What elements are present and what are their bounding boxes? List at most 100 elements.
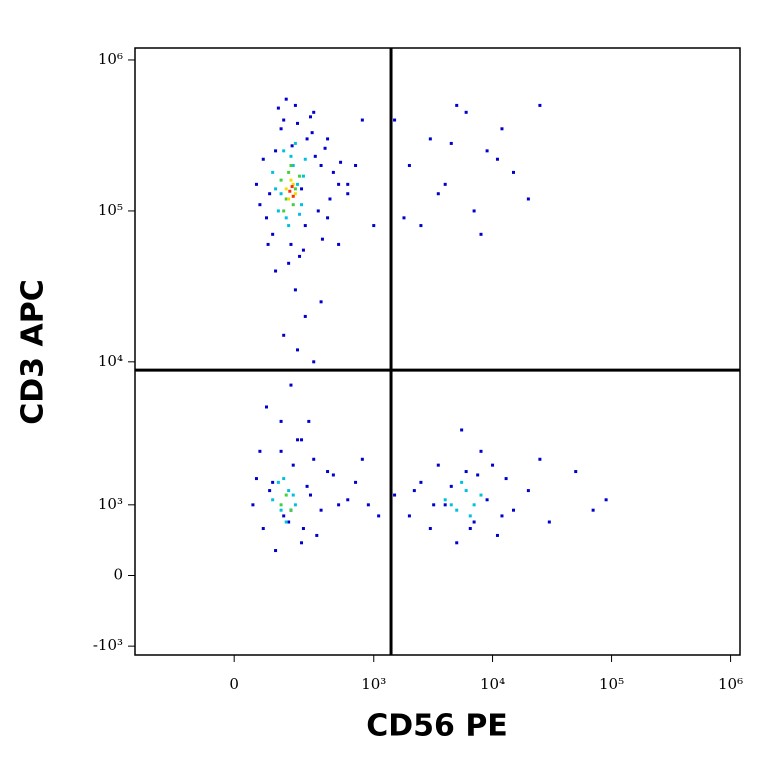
y-tick-label: 10³: [98, 495, 123, 513]
event-dot: [282, 477, 286, 481]
event-dot: [289, 383, 293, 387]
event-dot: [279, 192, 283, 196]
event-dot: [296, 348, 300, 352]
event-dot: [460, 428, 464, 432]
event-dot: [464, 110, 468, 114]
event-dot: [282, 333, 286, 337]
event-dot: [303, 314, 307, 318]
event-dot: [288, 189, 292, 193]
event-dot: [291, 463, 295, 467]
event-dot: [538, 457, 542, 461]
plot-frame: [134, 47, 741, 656]
event-dot: [320, 237, 324, 241]
event-dot: [301, 248, 305, 252]
event-dot: [468, 527, 472, 531]
event-dot: [331, 170, 335, 174]
event-dot: [460, 480, 464, 484]
event-dot: [266, 242, 270, 246]
event-dot: [312, 360, 316, 364]
event-dot: [293, 503, 297, 507]
y-tick-label: 10⁴: [98, 352, 123, 370]
event-dot: [328, 197, 332, 201]
event-dot: [393, 118, 397, 122]
event-dot: [282, 118, 286, 122]
event-dot: [298, 174, 302, 178]
event-dot: [428, 137, 432, 141]
event-dot: [436, 463, 440, 467]
event-dot: [298, 254, 302, 258]
event-dot: [305, 484, 309, 488]
event-dot: [291, 163, 295, 167]
event-dot: [282, 209, 286, 213]
event-dot: [274, 549, 278, 553]
x-tick-label: 10³: [361, 675, 386, 693]
event-dot: [443, 498, 447, 502]
event-dot: [393, 493, 397, 497]
event-dot: [279, 503, 283, 507]
event-dot: [307, 419, 311, 423]
event-dot: [495, 533, 499, 537]
event-dot: [264, 405, 268, 409]
event-dot: [291, 493, 295, 497]
event-dot: [346, 498, 350, 502]
x-tick-label: 10⁴: [480, 675, 505, 693]
event-dot: [279, 508, 283, 512]
event-dot: [293, 288, 297, 292]
event-dot: [287, 197, 291, 201]
event-dot: [485, 498, 489, 502]
event-dot: [354, 163, 358, 167]
event-dot: [284, 520, 288, 524]
event-dot: [485, 149, 489, 153]
event-dot: [315, 533, 319, 537]
event-dot: [287, 170, 291, 174]
event-dot: [449, 141, 453, 145]
event-dot: [279, 127, 283, 131]
event-dot: [312, 110, 316, 114]
event-dot: [268, 192, 272, 196]
event-dot: [293, 103, 297, 107]
event-dot: [419, 224, 423, 228]
event-dot: [289, 242, 293, 246]
event-dot: [310, 131, 314, 135]
event-dot: [296, 182, 300, 186]
event-dot: [303, 157, 307, 161]
event-dot: [472, 209, 476, 213]
event-dot: [289, 178, 293, 182]
event-dot: [526, 197, 530, 201]
event-dot: [284, 197, 288, 201]
event-dot: [326, 470, 330, 474]
event-dot: [293, 141, 297, 145]
event-dot: [511, 508, 515, 512]
event-dot: [276, 106, 280, 110]
event-dot: [284, 187, 288, 191]
event-dot: [282, 149, 286, 153]
y-tick-label: 10⁵: [98, 201, 123, 219]
event-dot: [279, 178, 283, 182]
event-dot: [296, 438, 300, 442]
event-dot: [313, 154, 317, 158]
event-dot: [591, 508, 595, 512]
event-dot: [468, 514, 472, 518]
event-dot: [312, 457, 316, 461]
event-dot: [337, 503, 341, 507]
event-dot: [604, 498, 608, 502]
event-dot: [287, 261, 291, 265]
event-dot: [360, 457, 364, 461]
event-dot: [319, 508, 323, 512]
event-dot: [547, 520, 551, 524]
event-dot: [449, 484, 453, 488]
x-axis-label: CD56 PE: [366, 709, 508, 744]
event-dot: [300, 187, 304, 191]
event-dot: [319, 300, 323, 304]
event-dot: [289, 163, 293, 167]
event-dot: [316, 209, 320, 213]
event-dot: [254, 477, 258, 481]
event-dot: [504, 477, 508, 481]
event-dot: [301, 174, 305, 178]
event-dot: [574, 470, 578, 474]
event-dot: [287, 224, 291, 228]
event-dot: [443, 182, 447, 186]
event-dot: [326, 216, 330, 220]
event-dot: [500, 514, 504, 518]
